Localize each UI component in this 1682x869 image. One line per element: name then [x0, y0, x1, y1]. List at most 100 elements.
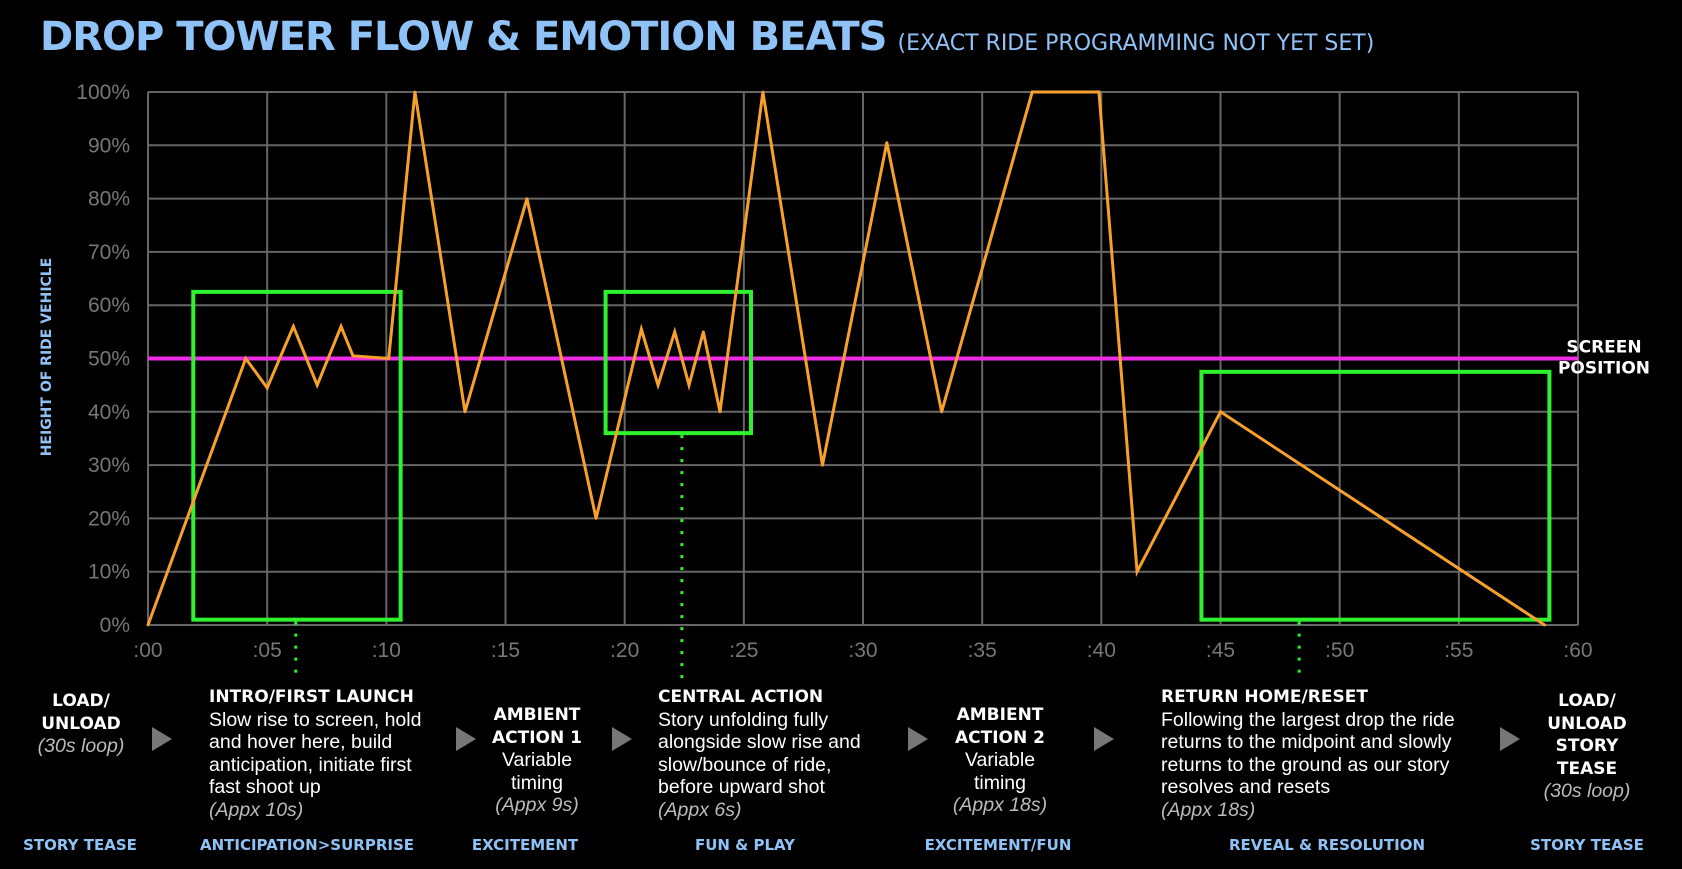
title-subtitle: (EXACT RIDE PROGRAMMING NOT YET SET) — [897, 31, 1375, 56]
data-point — [718, 410, 722, 414]
data-point — [244, 357, 248, 360]
beat-ambient1-d2: timing — [510, 771, 564, 794]
beat-ambient1-d1: Variable — [501, 749, 573, 771]
x-tick-label: :50 — [1325, 639, 1354, 662]
beat-load2-approx: (30s loop) — [1543, 780, 1631, 802]
arrow-icon — [152, 727, 172, 751]
beat-load2-h2: UNLOAD — [1547, 713, 1627, 734]
y-tick-label: 20% — [88, 507, 130, 530]
y-tick-label: 60% — [88, 294, 130, 317]
data-point — [821, 463, 824, 467]
beat-load1-h1: LOAD/ — [52, 691, 110, 711]
beat-intro-l1: Slow rise to screen, hold — [209, 708, 422, 731]
arrow-icon — [612, 727, 632, 751]
beat-box — [603, 289, 753, 436]
data-point — [594, 517, 598, 520]
beat-reset-approx: (Appx 18s) — [1161, 798, 1256, 821]
page-title: DROP TOWER FLOW & EMOTION BEATS (EXACT R… — [40, 14, 1374, 60]
data-point — [146, 623, 150, 627]
data-point — [673, 330, 677, 334]
arrow-icon — [1500, 727, 1520, 751]
beat-ambient-2: AMBIENT ACTION 2 Variable timing (Appx 1… — [935, 704, 1065, 817]
beat-reset-heading: RETURN HOME/RESET — [1161, 687, 1368, 707]
data-point — [639, 327, 643, 331]
y-tick-label: 40% — [88, 401, 130, 424]
y-tick-label: 70% — [88, 241, 130, 264]
data-point — [291, 325, 295, 328]
beat-central-l4: before upward shot — [658, 776, 825, 798]
data-point — [265, 386, 269, 390]
beat-load-unload-tease: LOAD/ UNLOAD STORY TEASE (30s loop) — [1528, 690, 1646, 803]
beat-intro-l4: fast shoot up — [209, 776, 321, 798]
x-axis-ticks: :00:05:10:15:20:25:30:35:40:45:50:55:60 — [133, 639, 1592, 662]
beat-ambient1-approx: (Appx 9s) — [495, 794, 579, 816]
beat-box — [191, 289, 403, 622]
data-point — [1030, 90, 1034, 94]
ride-height-series — [146, 90, 1547, 627]
screen-position-label: SCREEN — [1566, 338, 1641, 358]
beat-box — [1199, 369, 1552, 622]
beat-reset-l1: Following the largest drop the ride — [1161, 708, 1455, 731]
x-tick-label: :20 — [610, 639, 639, 662]
data-point — [761, 90, 765, 94]
beat-load2-h1: LOAD/ — [1558, 691, 1616, 711]
beat-central-l1: Story unfolding fully — [658, 708, 829, 731]
emotion-label: EXCITEMENT/FUN — [924, 836, 1072, 854]
beat-central-l3: slow/bounce of ride, — [658, 753, 832, 776]
beat-load2-h4: TEASE — [1556, 758, 1618, 779]
data-point — [387, 357, 391, 360]
beat-load1-approx: (30s loop) — [37, 735, 125, 757]
data-point — [413, 90, 417, 94]
screen-position-label: POSITION — [1558, 359, 1650, 379]
beat-intro-approx: (Appx 10s) — [209, 798, 304, 821]
y-tick-label: 80% — [88, 188, 130, 211]
beat-central-heading: CENTRAL ACTION — [658, 687, 824, 707]
emotion-label: EXCITEMENT — [471, 836, 579, 854]
beat-ambient2-d1: Variable — [964, 749, 1036, 771]
beat-reset-l4: resolves and resets — [1161, 776, 1331, 798]
y-axis-ticks: 0% 10% 20% 30% 40% 50% 60% 70% 80% 90% 100% — [76, 81, 130, 637]
beat-intro-l2: and hover here, build — [209, 731, 393, 753]
beat-ambient2-h1: AMBIENT — [956, 705, 1044, 725]
x-tick-label: :45 — [1206, 639, 1235, 662]
x-tick-label: :25 — [729, 639, 758, 662]
emotion-label: STORY TEASE — [23, 836, 137, 854]
beat-ambient2-approx: (Appx 18s) — [952, 794, 1048, 816]
x-tick-label: :10 — [372, 639, 401, 662]
data-point — [1219, 410, 1222, 414]
emotion-label: STORY TEASE — [1530, 836, 1644, 854]
emotion-label: FUN & PLAY — [694, 836, 796, 854]
beat-reset-l3: returns to the ground as our story — [1161, 753, 1450, 776]
beat-central-l2: alongside slow rise and — [658, 731, 861, 753]
x-tick-label: :15 — [491, 639, 520, 662]
beat-central-action: CENTRAL ACTION Story unfolding fully alo… — [658, 686, 898, 821]
x-tick-label: :40 — [1087, 639, 1116, 662]
beat-return-reset: RETURN HOME/RESET Following the largest … — [1161, 686, 1501, 821]
data-point — [656, 383, 660, 387]
emotion-label: ANTICIPATION>SURPRISE — [199, 836, 415, 854]
y-axis-label: HEIGHT OF RIDE VEHICLE — [39, 258, 55, 457]
y-tick-label: 0% — [100, 614, 130, 637]
beat-ambient2-h2: ACTION 2 — [955, 727, 1045, 748]
y-tick-label: 100% — [76, 81, 130, 104]
beat-intro: INTRO/FIRST LAUNCH Slow rise to screen, … — [209, 686, 449, 821]
data-point — [940, 410, 944, 414]
y-tick-label: 50% — [88, 348, 130, 371]
beat-load-unload: LOAD/ UNLOAD (30s loop) — [22, 690, 140, 758]
data-point — [687, 383, 691, 387]
beat-load1-h2: UNLOAD — [41, 713, 121, 734]
data-point — [351, 354, 355, 358]
drop-tower-chart: 0% 10% 20% 30% 40% 50% 60% 70% 80% 90% 100% :00:05… — [39, 81, 1650, 680]
beat-boxes — [191, 289, 1552, 680]
y-tick-label: 30% — [88, 454, 130, 477]
beat-central-approx: (Appx 6s) — [658, 798, 742, 821]
beat-ambient1-h2: ACTION 1 — [492, 727, 582, 748]
beat-ambient-1: AMBIENT ACTION 1 Variable timing (Appx 9… — [478, 704, 596, 817]
data-point — [1543, 623, 1547, 627]
title-main: DROP TOWER FLOW & EMOTION BEATS — [40, 14, 887, 60]
beat-intro-heading: INTRO/FIRST LAUNCH — [209, 687, 414, 707]
x-tick-label: :55 — [1444, 639, 1473, 662]
data-point — [463, 410, 467, 414]
x-tick-label: :05 — [253, 639, 282, 662]
y-tick-label: 10% — [88, 561, 130, 584]
